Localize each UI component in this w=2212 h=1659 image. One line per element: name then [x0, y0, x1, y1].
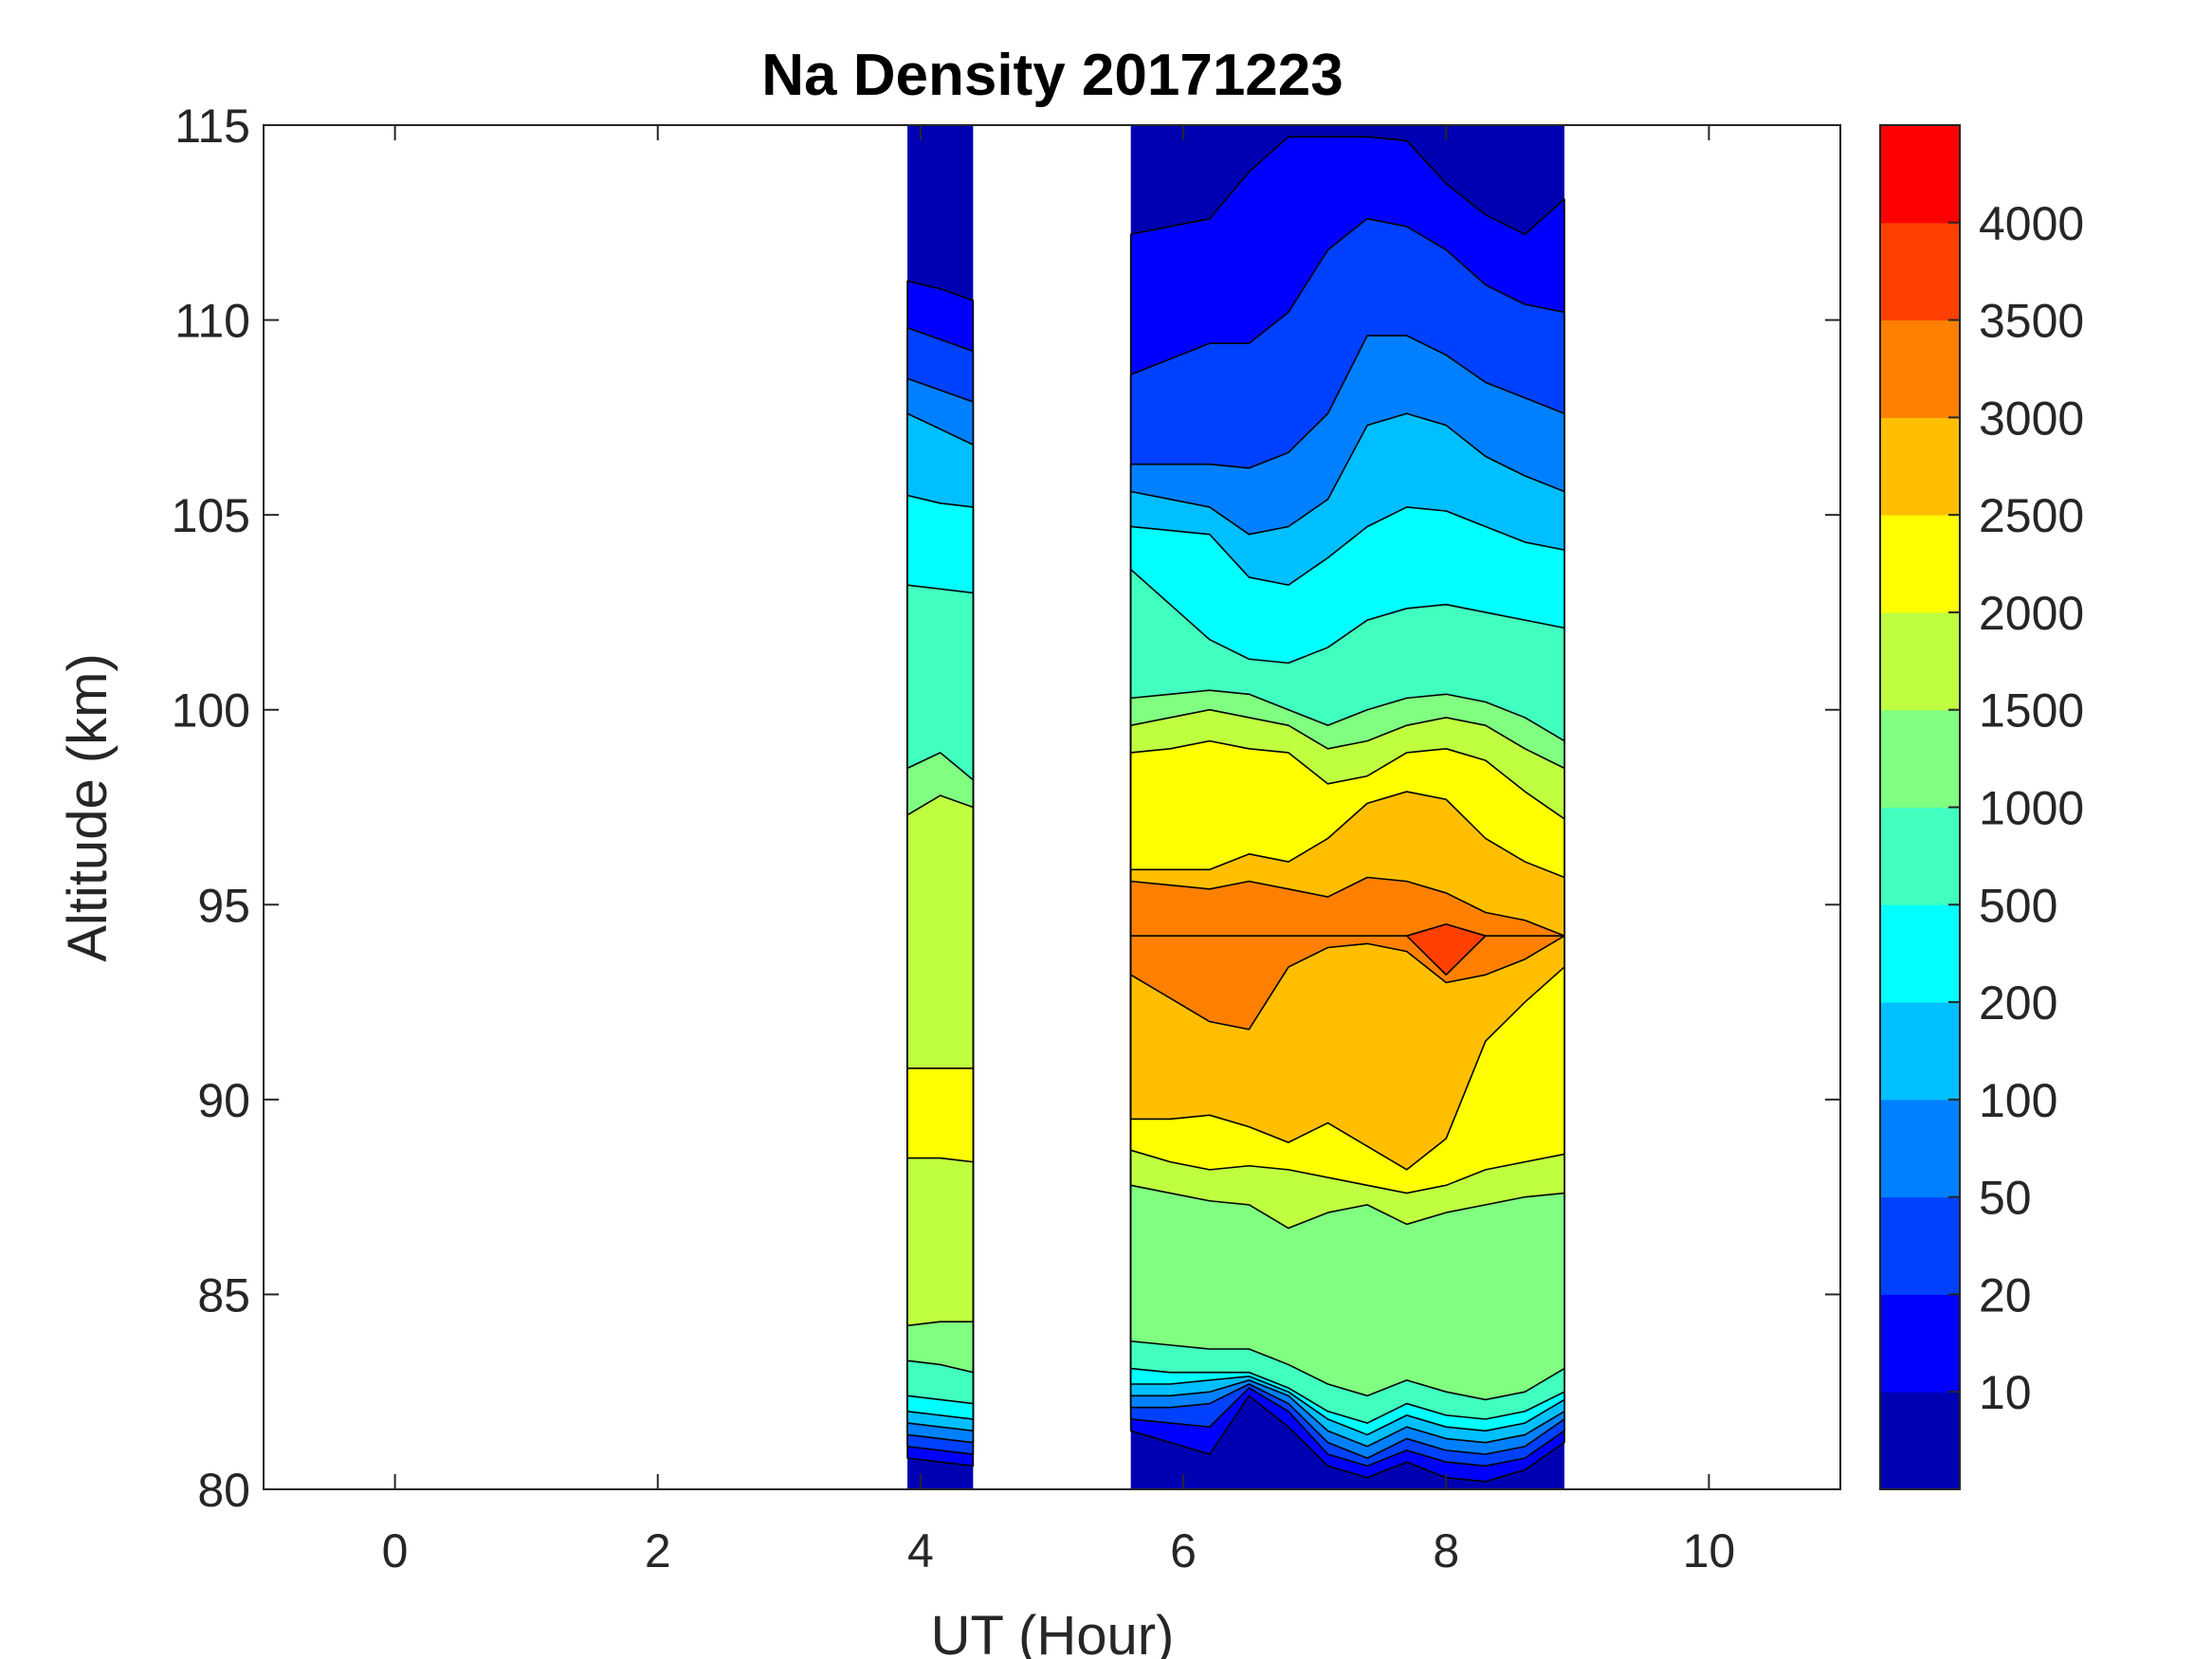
y-axis: 80 85 90 95 100 105 110 115 [172, 100, 1840, 1517]
contour-band-level-2000 [906, 1067, 975, 1163]
colorbar-label: 20 [1979, 1268, 2032, 1322]
data-block-0 [906, 125, 975, 1489]
colorbar-swatch [1880, 807, 1960, 905]
contour-band-level-1500 [906, 794, 975, 1327]
x-axis: 0 2 4 6 8 10 [382, 125, 1736, 1577]
y-tick-label: 85 [197, 1268, 250, 1322]
colorbar-label: 500 [1979, 879, 2057, 932]
colorbar-swatch [1880, 1099, 1960, 1198]
colorbar-swatch [1880, 1294, 1960, 1393]
y-tick-label: 95 [197, 879, 250, 932]
colorbar-label: 3000 [1979, 392, 2084, 445]
plot-frame [263, 124, 1841, 1490]
colorbar-swatch [1880, 417, 1960, 516]
x-tick-label: 0 [382, 1524, 409, 1577]
y-tick-label: 110 [174, 295, 250, 348]
contour-band-level-3500 [1129, 923, 1565, 976]
x-tick-label: 10 [1683, 1524, 1736, 1577]
x-tick-label: 8 [1433, 1524, 1459, 1577]
y-tick-label: 105 [172, 489, 250, 542]
colorbar-frame [1879, 124, 1961, 1490]
colorbar-swatch [1880, 904, 1960, 1003]
colorbar-swatch [1880, 125, 1960, 224]
colorbar-swatch [1880, 709, 1960, 808]
x-axis-label: UT (Hour) [931, 1605, 1175, 1659]
colorbar: 10 20 50 100 200 500 1000 1500 2000 2500 3000 3500 4… [1879, 124, 2084, 1490]
colorbar-label: 3500 [1979, 295, 2084, 348]
colorbar-swatch [1880, 319, 1960, 418]
contour-band-level-3000 [1129, 876, 1565, 1030]
colorbar-label: 1000 [1979, 782, 2084, 835]
colorbar-swatch [1880, 1196, 1960, 1295]
colorbar-swatch [1880, 222, 1960, 321]
colorbar-label: 2500 [1979, 489, 2084, 542]
plot-area [906, 125, 1565, 1489]
y-tick-label: 100 [172, 684, 250, 738]
colorbar-label: 2000 [1979, 587, 2084, 640]
colorbar-label: 4000 [1979, 197, 2084, 250]
x-tick-label: 6 [1170, 1524, 1197, 1577]
colorbar-label: 200 [1979, 976, 2057, 1030]
data-block-1 [1129, 125, 1565, 1489]
colorbar-swatch [1880, 1002, 1960, 1101]
y-tick-label: 90 [197, 1074, 250, 1127]
colorbar-swatch [1880, 515, 1960, 613]
x-tick-label: 2 [645, 1524, 671, 1577]
colorbar-swatch [1880, 611, 1960, 711]
colorbar-label: 100 [1979, 1074, 2057, 1127]
y-tick-label: 115 [174, 100, 250, 153]
x-tick-label: 4 [907, 1524, 934, 1577]
y-tick-label: 80 [197, 1464, 250, 1517]
y-axis-label: Altitude (km) [57, 653, 119, 962]
colorbar-label: 50 [1979, 1172, 2032, 1225]
colorbar-label: 10 [1979, 1366, 2032, 1419]
colorbar-label: 1500 [1979, 684, 2084, 738]
colorbar-swatch [1880, 1392, 1960, 1490]
chart-title: Na Density 20171223 [761, 43, 1344, 108]
